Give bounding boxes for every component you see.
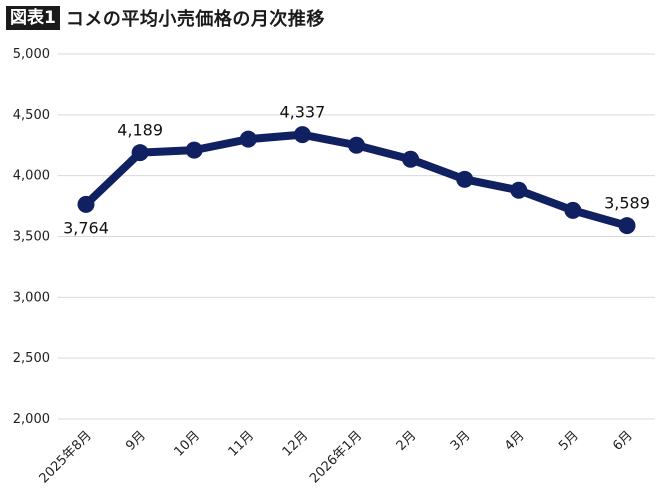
data-point <box>77 195 95 213</box>
y-tick-label: 2,500 <box>13 351 50 366</box>
x-tick-label: 12月 <box>280 428 311 459</box>
x-tick-label: 10月 <box>172 428 203 459</box>
x-tick-label: 3月 <box>448 428 474 454</box>
x-tick-label: 11月 <box>226 428 257 459</box>
x-tick-label: 2025年8月 <box>37 428 95 486</box>
data-point <box>402 150 420 168</box>
data-point <box>239 130 257 148</box>
data-point <box>456 170 474 188</box>
data-point <box>618 217 636 235</box>
data-point <box>131 144 149 162</box>
y-tick-label: 2,000 <box>13 412 50 427</box>
data-point <box>293 126 311 144</box>
x-tick-label: 4月 <box>502 428 528 454</box>
data-point <box>185 141 203 159</box>
data-point <box>348 136 365 154</box>
y-tick-label: 3,500 <box>13 230 50 245</box>
x-tick-label: 2026年1月 <box>307 428 365 486</box>
y-tick-label: 4,000 <box>13 169 50 184</box>
y-tick-label: 5,000 <box>13 47 50 62</box>
chart-title-bar: 図表1 コメの平均小売価格の月次推移 <box>6 5 325 31</box>
x-tick-label: 5月 <box>556 428 582 454</box>
x-tick-label: 2月 <box>394 428 420 454</box>
x-tick-label: 6月 <box>610 428 636 454</box>
chart-title: コメの平均小売価格の月次推移 <box>65 9 325 30</box>
figure-badge: 図表1 <box>6 6 60 30</box>
x-tick-label: 9月 <box>123 428 149 454</box>
data-label: 4,337 <box>279 103 325 122</box>
data-label: 3,764 <box>63 218 109 237</box>
y-tick-label: 4,500 <box>13 108 50 123</box>
y-tick-label: 3,000 <box>13 290 50 305</box>
data-point <box>510 181 528 199</box>
data-label: 4,189 <box>117 121 163 140</box>
data-label: 3,589 <box>604 194 650 213</box>
data-point <box>564 201 582 219</box>
